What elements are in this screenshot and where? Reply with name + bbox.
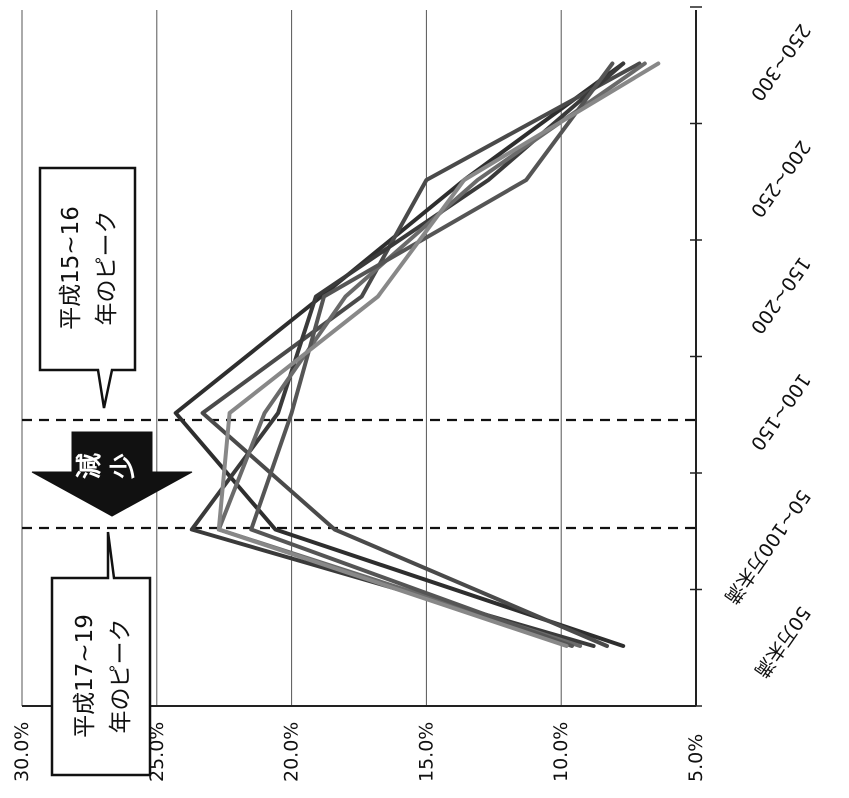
category-label: 200~250 [746, 136, 815, 221]
value-tick-label: 20.0% [281, 722, 303, 782]
category-label: 150~200 [746, 253, 815, 338]
value-tick-label: 30.0% [11, 722, 33, 782]
category-label: 50~100万未満 [720, 486, 815, 608]
category-label: 100~150 [746, 369, 815, 454]
value-tick-label: 10.0% [550, 722, 572, 782]
category-label: 50万未満 [750, 602, 815, 681]
arrow-label: 少 [109, 453, 139, 480]
series-line [216, 61, 661, 648]
arrow-label: 減 [75, 453, 105, 479]
value-tick-label: 15.0% [415, 722, 437, 782]
value-tick-label: 25.0% [146, 722, 168, 782]
series-line [249, 61, 615, 648]
callout-bottom-text: 平成17~19 [72, 614, 98, 738]
value-tick-label: 5.0% [685, 734, 707, 782]
callout-top-box [38, 166, 137, 409]
callout-bottom-box [50, 531, 152, 777]
callout-bottom-text: 年のピーク [108, 619, 134, 734]
series-line [189, 61, 626, 648]
category-label: 250~300 [746, 20, 815, 105]
callout-top-text: 年のピーク [94, 211, 120, 326]
series-line [200, 61, 642, 648]
callout-top-text: 平成15~16 [58, 206, 84, 330]
series-line [173, 61, 626, 648]
decrease-arrow-icon [31, 431, 193, 517]
